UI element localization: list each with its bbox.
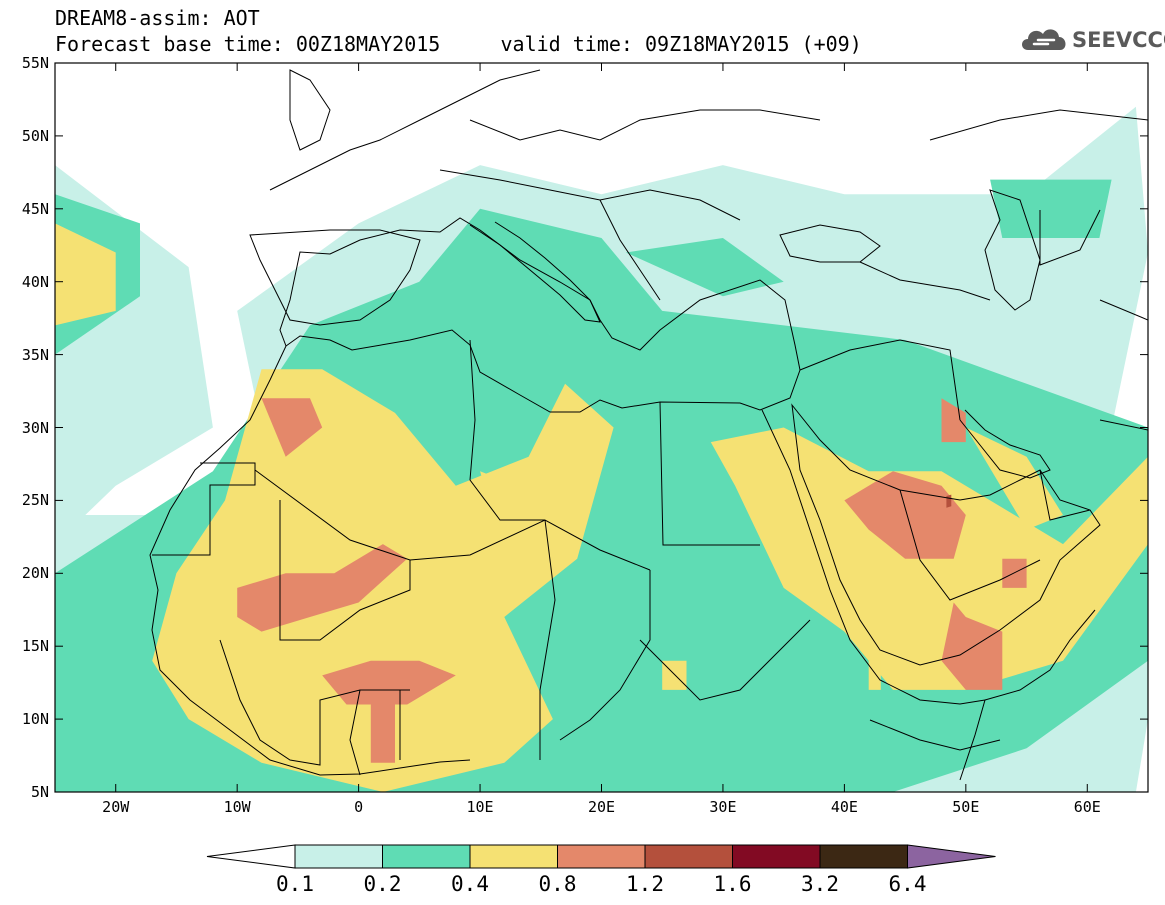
y-tick-label: 15N — [21, 637, 49, 656]
aot-area-0.4-5 — [868, 660, 881, 690]
colorbar-over-arrow — [907, 844, 996, 869]
chart-subtitle-times: Forecast base time: 00Z18MAY2015 valid t… — [55, 32, 862, 56]
colorbar-label: 1.2 — [626, 872, 664, 896]
colorbar — [206, 844, 996, 869]
colorbar-swatch — [557, 844, 646, 869]
coastline-red-sea — [761, 409, 986, 781]
logo-text: SEEVCCC — [1072, 28, 1165, 52]
coastline-iberia — [249, 229, 421, 326]
border — [279, 500, 411, 641]
border — [469, 339, 545, 521]
colorbar-swatch — [469, 844, 558, 869]
coastline-black-sea — [779, 224, 881, 263]
x-tick-label: 40E — [830, 798, 858, 816]
colorbar-label: 0.1 — [276, 872, 314, 896]
colorbar-swatch — [382, 844, 471, 869]
coastline-britain — [289, 69, 331, 151]
colorbar-label: 0.4 — [451, 872, 489, 896]
colorbar-label: 3.2 — [801, 872, 839, 896]
coastline-africa-west — [149, 345, 471, 776]
aot-area-0.2-3 — [990, 179, 1112, 238]
y-tick-label: 20N — [21, 564, 49, 583]
border — [899, 489, 1041, 601]
colorbar-label: 0.8 — [538, 872, 577, 896]
border — [559, 570, 651, 741]
y-tick-label: 5N — [30, 783, 49, 801]
y-tick-label: 40N — [21, 272, 49, 291]
aot-area-0.8-4 — [844, 471, 966, 559]
y-tick-label: 25N — [21, 491, 49, 510]
colorbar-swatch — [732, 844, 821, 869]
y-tick-label: 35N — [21, 345, 49, 364]
border — [349, 689, 361, 776]
map-outlines — [149, 69, 1148, 781]
coastline-caspian — [984, 189, 1041, 311]
border — [659, 401, 760, 546]
aot-area-0.8-2 — [322, 660, 456, 705]
y-tick-label: 55N — [21, 54, 49, 72]
border — [539, 519, 556, 760]
coastline-europe-north — [269, 69, 541, 191]
x-tick-label: 30E — [709, 798, 737, 816]
border — [1039, 469, 1091, 521]
coastline-gulf — [959, 409, 1051, 479]
border — [219, 639, 410, 766]
colorbar-label: 1.6 — [713, 872, 752, 896]
colorbar-swatch — [294, 844, 383, 869]
border — [929, 109, 1148, 141]
coastline-italy — [469, 221, 601, 323]
x-tick-label: 0 — [354, 798, 364, 816]
x-tick-label: 10W — [223, 798, 251, 816]
y-tick-label: 10N — [21, 710, 49, 729]
x-tick-label: 50E — [952, 798, 980, 816]
x-tick-label: 10E — [466, 798, 494, 816]
chart-title: DREAM8-assim: AOT — [55, 6, 260, 30]
border — [1099, 419, 1148, 431]
y-tick-label: 45N — [21, 199, 49, 218]
aot-area-0.4-6 — [480, 471, 517, 515]
border — [469, 109, 821, 141]
x-tick-label: 60E — [1073, 798, 1101, 816]
colorbar-label: 6.4 — [888, 872, 927, 896]
cloud-icon — [1022, 29, 1066, 50]
border — [599, 199, 661, 301]
axis-ticks — [55, 62, 1148, 793]
border — [1099, 299, 1148, 321]
x-tick-label: 20W — [102, 798, 130, 816]
aot-shading — [55, 106, 1148, 792]
aot-area-0.8-7 — [941, 398, 966, 443]
seevccc-logo: SEEVCCC — [1018, 22, 1165, 56]
colorbar-swatch — [644, 844, 733, 869]
coastline-horn — [984, 609, 1096, 701]
aot-area-0.4-0 — [55, 223, 116, 326]
colorbar-under-arrow — [206, 844, 296, 869]
y-tick-label: 50N — [21, 126, 49, 145]
aot-area-0.8-5 — [941, 602, 1003, 690]
y-tick-label: 30N — [21, 418, 49, 437]
border — [1039, 209, 1101, 266]
border — [859, 261, 991, 301]
border — [152, 462, 256, 556]
border — [639, 619, 811, 701]
aot-area-0.8-0 — [261, 398, 323, 457]
aot-area-1.2-0 — [946, 494, 952, 508]
coastline-arabia — [791, 403, 1101, 666]
border — [254, 469, 651, 571]
aot-area-0.8-3 — [370, 704, 395, 763]
aot-area-0.2-2 — [625, 238, 784, 297]
colorbar-label: 0.2 — [363, 872, 402, 896]
border — [869, 719, 1001, 751]
coastline — [279, 217, 801, 413]
x-tick-label: 20E — [587, 798, 616, 816]
aot-area-0.4-3 — [965, 427, 1063, 530]
border — [799, 339, 961, 421]
colorbar-swatch — [819, 844, 908, 869]
